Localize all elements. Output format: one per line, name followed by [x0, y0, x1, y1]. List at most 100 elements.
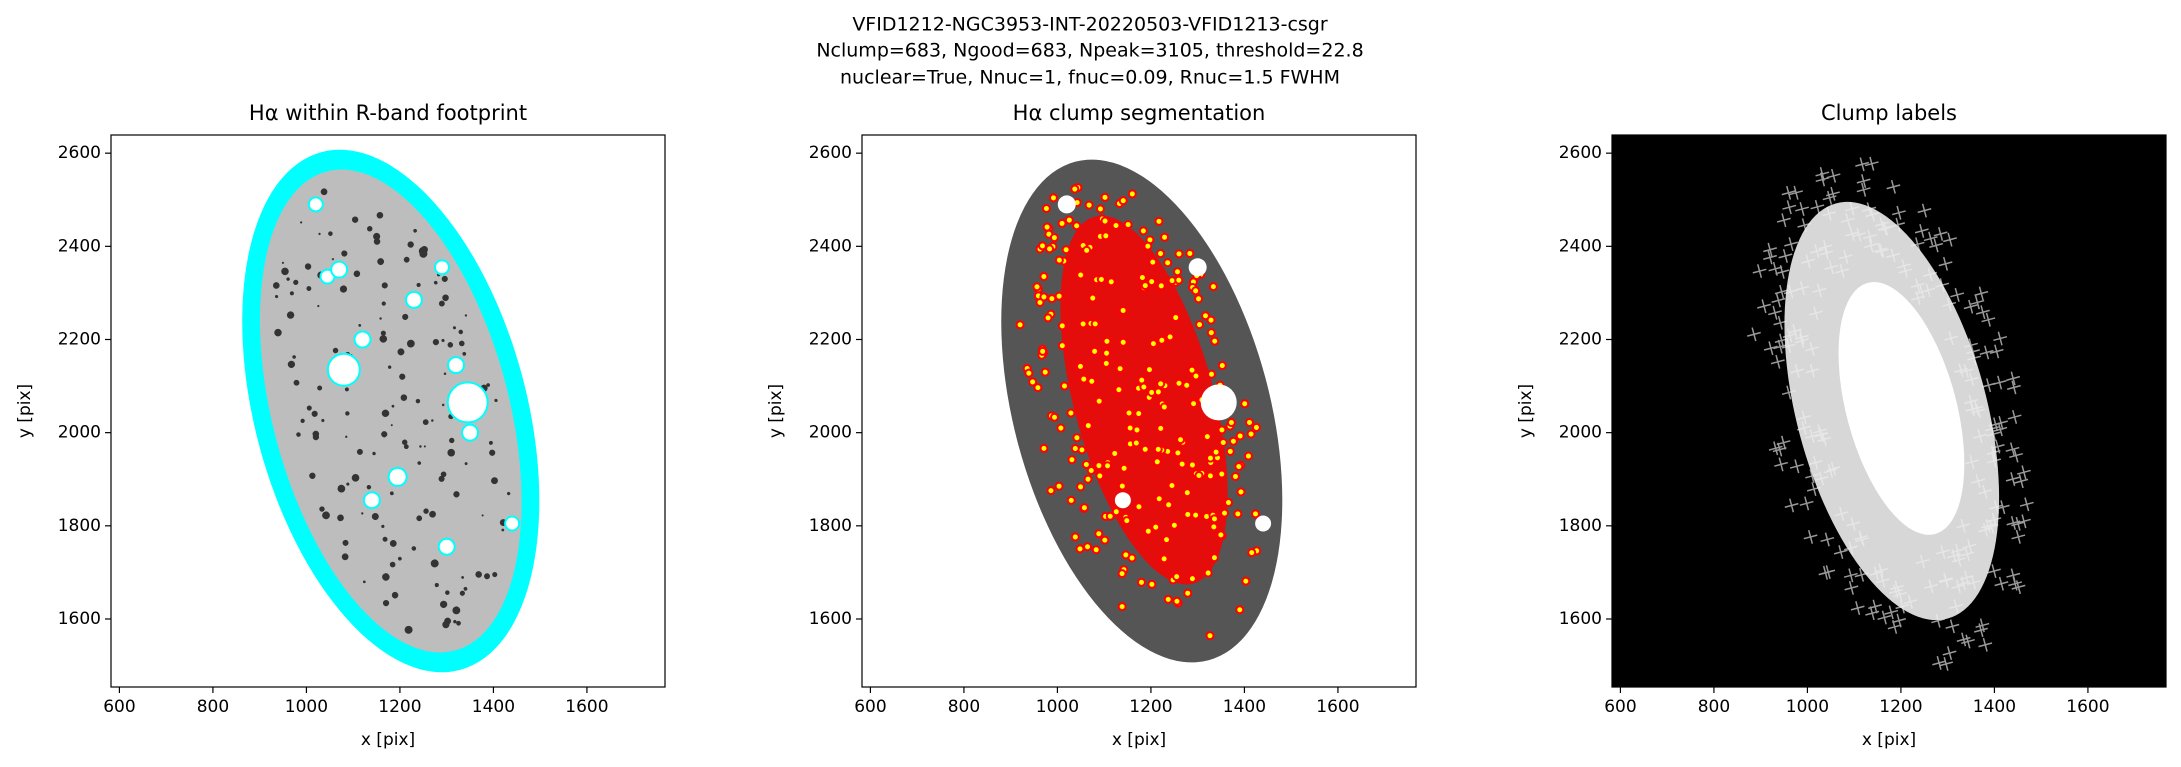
clump-marker: [1151, 522, 1161, 532]
clump-marker: [1028, 377, 1038, 387]
hii-region: [442, 620, 450, 629]
hii-region: [441, 338, 445, 343]
clump-marker: [1124, 408, 1134, 418]
hii-region: [362, 580, 366, 584]
hii-region: [300, 418, 305, 424]
hii-region: [281, 267, 289, 276]
hii-region: [391, 404, 395, 408]
axes-frame: [1611, 134, 2167, 688]
hii-region: [361, 512, 364, 515]
clump-marker: [1205, 631, 1215, 641]
y-tick-label: 2600: [809, 143, 852, 163]
image-panel: [1001, 159, 1283, 663]
y-tick-label: 2200: [58, 329, 101, 349]
clump-marker: [1079, 503, 1089, 513]
clump-marker: [1111, 507, 1121, 517]
x-tick-label: 1600: [565, 697, 608, 717]
clump-marker: [1138, 226, 1148, 236]
clump-marker: [1148, 257, 1158, 267]
clump-marker: [1183, 509, 1193, 519]
y-tick-label: 2400: [809, 236, 852, 256]
clump-marker: [1061, 245, 1071, 255]
clump-marker: [1220, 508, 1230, 518]
clump-marker: [1095, 204, 1105, 214]
hii-region: [321, 418, 325, 423]
clump-marker: [1203, 568, 1213, 578]
hii-region: [342, 539, 349, 546]
clump-marker: [1054, 481, 1064, 491]
x-axis-label: x [pix]: [1862, 730, 1916, 750]
hii-region: [501, 528, 505, 532]
hii-region: [453, 491, 460, 498]
masked-star: [1255, 515, 1272, 532]
clump-cross: [1763, 250, 1777, 265]
hii-region: [289, 291, 294, 296]
hii-region: [372, 451, 376, 456]
clump-marker: [1217, 361, 1227, 371]
suptitle: Nclump=683, Ngood=683, Npeak=3105, thres…: [816, 40, 1363, 62]
x-axis-label: x [pix]: [1112, 730, 1166, 750]
hii-region: [458, 329, 464, 335]
hii-region: [441, 403, 445, 407]
clump-marker: [1164, 500, 1174, 510]
hii-region: [381, 431, 388, 438]
hii-region: [464, 462, 468, 466]
hii-region: [381, 282, 388, 289]
clump-marker: [1060, 381, 1070, 391]
y-axis-label: y [pix]: [766, 384, 786, 438]
clump-cross: [1994, 416, 2008, 430]
clump-marker: [1247, 548, 1257, 558]
hii-region: [345, 411, 350, 416]
clump-marker: [1156, 423, 1166, 433]
hii-region: [453, 619, 457, 624]
hii-region: [332, 347, 339, 354]
clump-marker: [1118, 305, 1128, 315]
clump-marker: [1156, 379, 1166, 389]
hii-region: [475, 571, 482, 578]
x-tick-label: 1000: [1786, 697, 1829, 717]
clump-marker: [1165, 332, 1175, 342]
clump-marker: [1173, 267, 1183, 277]
clump-cross: [1865, 606, 1880, 621]
clump-cross: [1938, 256, 1953, 271]
clump-marker: [1140, 444, 1150, 454]
clump-marker: [1106, 277, 1116, 287]
hii-region: [491, 477, 498, 485]
hii-region: [292, 355, 296, 359]
clump-cross: [1981, 378, 1996, 393]
clump-marker: [1218, 437, 1228, 447]
hii-region: [403, 444, 409, 450]
hii-region: [337, 484, 346, 493]
clump-cross: [1864, 156, 1879, 171]
clump-marker: [1117, 481, 1127, 491]
hii-region: [447, 342, 454, 348]
clump-marker: [1070, 184, 1080, 194]
clump-marker: [1139, 382, 1149, 392]
clump-cross: [1943, 232, 1957, 247]
clump-marker: [1244, 417, 1254, 427]
clump-cross: [1939, 656, 1954, 671]
masked-star: [461, 423, 480, 442]
clump-marker: [1117, 569, 1127, 579]
clump-marker: [1110, 448, 1120, 458]
y-tick-label: 2600: [58, 143, 101, 163]
hii-region: [380, 330, 386, 336]
masked-star: [1200, 384, 1237, 421]
clump-marker: [1039, 272, 1049, 282]
hii-region: [415, 398, 421, 404]
clump-cross: [1961, 634, 1975, 649]
hii-region: [351, 216, 359, 223]
clump-marker: [1208, 282, 1218, 292]
clump-cross: [1772, 442, 1787, 457]
clump-marker: [1174, 249, 1184, 259]
clump-marker: [1251, 509, 1261, 519]
clump-marker: [1172, 572, 1182, 582]
clump-cross: [1942, 646, 1957, 661]
clump-marker: [1118, 196, 1128, 206]
suptitle: nuclear=True, Nnuc=1, fnuc=0.09, Rnuc=1.…: [840, 67, 1340, 89]
y-tick-label: 2000: [809, 423, 852, 443]
clump-cross: [1833, 545, 1848, 560]
clump-marker: [1134, 409, 1144, 419]
clump-marker: [1043, 313, 1053, 323]
clump-cross: [1820, 532, 1835, 547]
